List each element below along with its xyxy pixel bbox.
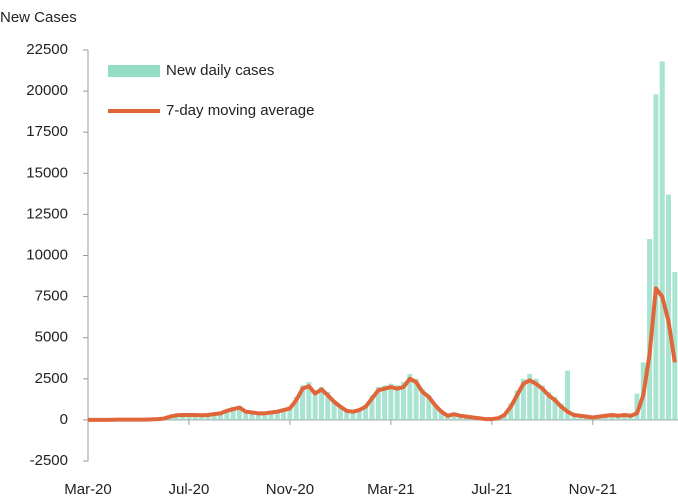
bar [659, 61, 665, 420]
bar [199, 414, 205, 420]
bar [558, 403, 564, 420]
y-tick-label: 15000 [26, 164, 68, 181]
y-tick-label: 7500 [35, 288, 68, 305]
bar [337, 405, 343, 420]
bar [325, 391, 331, 420]
bar [426, 395, 432, 420]
bar [318, 387, 324, 420]
y-tick-label: 5000 [35, 329, 68, 346]
bar [369, 395, 375, 420]
bar [356, 409, 362, 420]
legend-label: 7-day moving average [166, 102, 314, 119]
bar [394, 385, 400, 420]
bar [539, 385, 545, 420]
bar [306, 382, 312, 420]
x-tick-label: Nov-21 [569, 481, 617, 498]
bar [331, 400, 337, 420]
y-tick-label: 0 [60, 411, 68, 428]
bar [438, 410, 444, 420]
bar [192, 414, 198, 420]
bar [350, 410, 356, 420]
bar [344, 410, 350, 420]
bar [205, 414, 211, 420]
y-tick-label: 22500 [26, 41, 68, 58]
x-tick-label: Nov-20 [266, 481, 314, 498]
bar [565, 370, 571, 420]
bar [300, 385, 306, 420]
bar [268, 411, 274, 420]
bar [375, 387, 381, 420]
bar [508, 403, 514, 420]
bar [243, 410, 249, 420]
bar [527, 373, 533, 420]
x-tick-label: Jul-21 [471, 481, 512, 498]
bar [180, 414, 186, 420]
bar [407, 373, 413, 420]
y-tick-label: 20000 [26, 82, 68, 99]
bar [293, 396, 299, 420]
bar [432, 403, 438, 420]
legend-swatch [108, 65, 160, 77]
bar [653, 94, 659, 420]
y-axis-title: New Cases [0, 9, 77, 26]
bar [249, 411, 255, 420]
bar [186, 414, 192, 420]
bar [552, 396, 558, 420]
y-tick-label: 10000 [26, 246, 68, 263]
y-tick-label: -2500 [30, 452, 68, 469]
bar [634, 393, 640, 420]
bar [255, 412, 261, 420]
bar [363, 405, 369, 420]
y-tick-label: 2500 [35, 370, 68, 387]
bar [388, 383, 394, 420]
bar [451, 413, 457, 420]
x-tick-label: Jul-20 [169, 481, 210, 498]
y-tick-label: 17500 [26, 123, 68, 140]
bar [230, 406, 236, 420]
bar [382, 385, 388, 420]
bar [401, 382, 406, 420]
bar [287, 406, 293, 420]
bar [514, 390, 520, 420]
bar [218, 412, 224, 420]
bar [312, 390, 318, 420]
bar [533, 378, 539, 420]
bar [274, 410, 280, 420]
bar [236, 405, 242, 420]
bar [666, 194, 672, 420]
bar [546, 391, 552, 420]
bar [419, 388, 425, 420]
bar [262, 412, 268, 420]
legend-label: New daily cases [166, 62, 274, 79]
x-tick-label: Mar-20 [64, 481, 112, 498]
bar [211, 413, 217, 420]
y-tick-label: 12500 [26, 205, 68, 222]
x-tick-label: Mar-21 [367, 481, 415, 498]
bar [281, 408, 287, 420]
bar [520, 378, 526, 420]
bar [224, 409, 230, 420]
bar [413, 378, 419, 420]
bar [672, 271, 678, 420]
moving-average-line [88, 286, 677, 422]
bar [647, 239, 653, 420]
